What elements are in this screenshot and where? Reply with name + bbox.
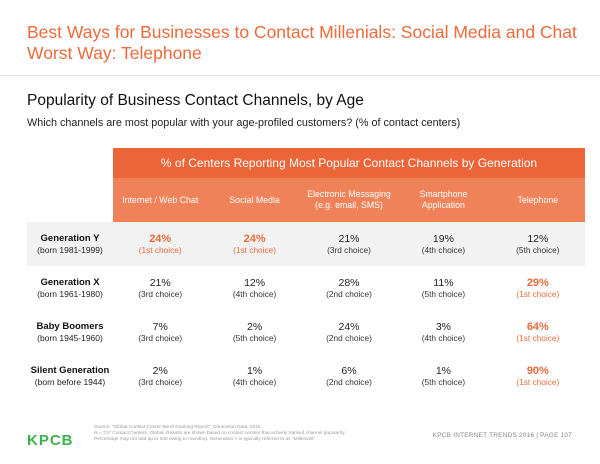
generation-birth-range: (born 1981-1999) [37,244,103,255]
cell-percentage: 24% [243,232,266,245]
table-cell: 2% (3rd choice) [113,365,207,388]
table-row: Silent Generation (born before 1944) 2% (3r… [27,354,585,398]
cell-percentage: 6% [341,364,357,377]
cell-choice-rank: (3rd choice) [138,376,183,387]
generation-name: Silent Generation [30,364,110,376]
slide-title: Best Ways for Businesses to Contact Mill… [27,22,577,63]
row-label: Generation X (born 1961-1980) [27,277,113,300]
cell-percentage: 19% [432,232,454,245]
cell-choice-rank: (1st choice) [138,244,182,255]
table-cell: 7% (3rd choice) [113,321,207,344]
table-cell: 28% (2nd choice) [302,277,396,300]
cell-percentage: 21% [149,276,171,289]
cell-percentage: 1% [435,364,452,377]
cell-percentage: 28% [338,276,360,289]
cell-percentage: 3% [435,320,452,333]
source-line: Percentage may not add up to 100 owing t… [94,437,317,442]
column-header-electronic-messaging: Electronic Messaging (e.g. email, SMS) [307,189,391,210]
cell-choice-rank: (3rd choice) [327,244,371,255]
cell-choice-rank: (1st choice) [516,376,560,387]
cell-percentage: 24% [338,320,360,333]
cell-percentage: 24% [149,232,172,245]
cell-choice-rank: (3rd choice) [138,288,183,299]
table-cell: 1% (4th choice) [207,365,301,388]
table-row: Baby Boomers (born 1945-1960) 7% (3rd choic… [27,310,585,354]
table-cell: 29% (1st choice) [491,277,585,300]
kpcb-logo: KPCB [27,432,74,449]
cell-percentage: 2% [247,320,263,333]
cell-choice-rank: (2nd choice) [326,332,372,343]
cell-percentage: 11% [433,276,454,289]
cell-percentage: 29% [526,276,549,289]
cell-percentage: 12% [244,276,266,289]
source-line: N = 717 Contact Centers, Global. Results… [94,431,346,436]
table-cell: 12% (5th choice) [491,233,585,256]
generation-birth-range: (born 1961-1980) [37,288,103,299]
cell-choice-rank: (1st choice) [516,288,560,299]
cell-percentage: 90% [526,364,549,377]
page-footer: KPCB INTERNET TRENDS 2016 | PAGE 107 [432,432,572,439]
table-cell: 19% (4th choice) [396,233,490,256]
generation-birth-range: (born before 1944) [34,376,106,387]
cell-choice-rank: (5th choice) [421,288,466,299]
table-row: Generation X (born 1961-1980) 21% (3rd choi… [27,266,585,310]
cell-choice-rank: (5th choice) [516,244,560,255]
title-divider [0,75,600,76]
column-header-social-media: Social Media [229,194,280,205]
row-label: Silent Generation (born before 1944) [27,365,113,388]
table-cell: 2% (5th choice) [207,321,301,344]
table-cell: 21% (3rd choice) [113,277,207,300]
cell-percentage: 21% [338,232,360,245]
cell-choice-rank: (1st choice) [233,244,277,255]
row-label: Baby Boomers (born 1945-1960) [27,321,113,344]
column-header-smartphone-app: Smartphone Application [419,189,468,210]
cell-choice-rank: (5th choice) [421,376,466,387]
table-cell: 24% (1st choice) [113,233,207,256]
table-cell: 12% (4th choice) [207,277,301,300]
row-label: Generation Y (born 1981-1999) [27,233,113,256]
cell-percentage: 7% [152,320,168,333]
table-cell: 11% (5th choice) [396,277,490,300]
cell-percentage: 1% [247,364,263,377]
cell-choice-rank: (4th choice) [421,244,466,255]
cell-choice-rank: (2nd choice) [326,376,372,387]
table-header-text: % of Centers Reporting Most Popular Cont… [160,156,538,170]
table-cell: 90% (1st choice) [491,365,585,388]
table-cell: 3% (4th choice) [396,321,490,344]
cell-choice-rank: (1st choice) [516,332,560,343]
generation-birth-range: (born 1945-1960) [37,332,103,343]
chart-subtitle: Which channels are most popular with you… [27,117,461,129]
column-header-web-chat: Internet / Web Chat [122,194,199,205]
table-cell: 64% (1st choice) [491,321,585,344]
cell-choice-rank: (4th choice) [421,332,466,343]
cell-percentage: 2% [152,364,168,377]
cell-choice-rank: (3rd choice) [138,332,183,343]
cell-choice-rank: (5th choice) [232,332,277,343]
table-row: Generation Y (born 1981-1999) 24% (1st choi… [27,222,585,266]
cell-percentage: 12% [527,232,549,245]
chart-title: Popularity of Business Contact Channels,… [27,92,364,109]
column-header-telephone: Telephone [517,194,559,205]
cell-choice-rank: (4th choice) [232,376,277,387]
table-header-band: % of Centers Reporting Most Popular Cont… [113,148,585,178]
table-cell: 21% (3rd choice) [302,233,396,256]
table-cell: 24% (1st choice) [207,233,301,256]
cell-choice-rank: (4th choice) [232,288,277,299]
source-line: Source: "Global Contact Center Benchmark… [94,425,261,430]
generation-name: Baby Boomers [36,320,104,332]
generation-name: Generation X [40,276,100,288]
column-header-row: Internet / Web Chat Social Media Electro… [113,178,585,222]
cell-percentage: 64% [526,320,549,333]
table-cell: 24% (2nd choice) [302,321,396,344]
table-cell: 6% (2nd choice) [302,365,396,388]
generation-name: Generation Y [40,232,100,244]
table-cell: 1% (5th choice) [396,365,490,388]
source-note: Source: "Global Contact Center Benchmark… [94,425,394,443]
cell-choice-rank: (2nd choice) [326,288,372,299]
table-body: Generation Y (born 1981-1999) 24% (1st choi… [27,222,585,398]
